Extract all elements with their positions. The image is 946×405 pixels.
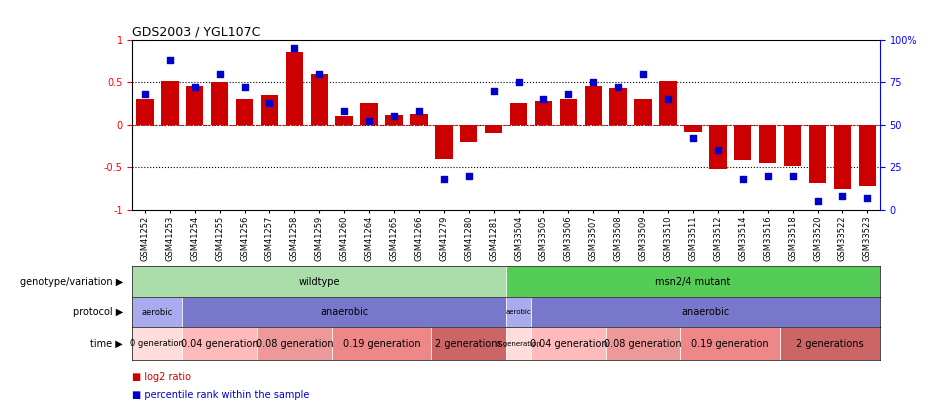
Text: 0.04 generation: 0.04 generation [530, 339, 607, 349]
Bar [336, 116, 353, 125]
Point [710, 147, 726, 153]
Bar [132, 297, 183, 327]
Bar [684, 125, 702, 132]
Text: 0 generation: 0 generation [497, 341, 541, 347]
Point [685, 135, 700, 142]
Bar [286, 52, 303, 125]
Bar [186, 87, 203, 125]
Bar [605, 327, 680, 360]
Bar [506, 266, 880, 297]
Text: aerobic: aerobic [142, 307, 173, 317]
Text: GDS2003 / YGL107C: GDS2003 / YGL107C [132, 26, 261, 38]
Bar [183, 327, 257, 360]
Text: 0.19 generation: 0.19 generation [342, 339, 420, 349]
Text: 0.04 generation: 0.04 generation [181, 339, 258, 349]
Bar [780, 327, 880, 360]
Text: time ▶: time ▶ [90, 339, 123, 349]
Point [137, 91, 152, 97]
Bar [759, 125, 777, 163]
Text: aerobic: aerobic [506, 309, 532, 315]
Bar [506, 297, 531, 327]
Text: anaerobic: anaerobic [681, 307, 729, 317]
Point [486, 87, 501, 94]
Point [785, 173, 800, 179]
Bar [680, 327, 780, 360]
Bar [859, 125, 876, 186]
Bar [485, 125, 502, 133]
Point [535, 96, 551, 102]
Point [337, 108, 352, 114]
Bar [510, 104, 527, 125]
Bar [136, 99, 153, 125]
Bar [431, 327, 506, 360]
Text: ■ percentile rank within the sample: ■ percentile rank within the sample [132, 390, 310, 400]
Point [761, 173, 776, 179]
Bar [360, 104, 377, 125]
Bar [609, 88, 627, 125]
Point [287, 45, 302, 51]
Bar [132, 327, 183, 360]
Point [735, 176, 750, 182]
Point [412, 108, 427, 114]
Point [586, 79, 601, 85]
Text: anaerobic: anaerobic [320, 307, 368, 317]
Point [611, 84, 626, 91]
Text: 2 generations: 2 generations [797, 339, 864, 349]
Bar [261, 95, 278, 125]
Bar [534, 101, 552, 125]
Point [312, 70, 327, 77]
Point [163, 57, 178, 63]
Bar [211, 82, 228, 125]
Text: 0.08 generation: 0.08 generation [255, 339, 333, 349]
Point [810, 198, 825, 205]
Text: 2 generations: 2 generations [435, 339, 502, 349]
Bar [310, 74, 328, 125]
Text: genotype/variation ▶: genotype/variation ▶ [20, 277, 123, 287]
Bar [635, 99, 652, 125]
Text: msn2/4 mutant: msn2/4 mutant [656, 277, 730, 287]
Bar [460, 125, 478, 142]
Bar [332, 327, 431, 360]
Bar [531, 297, 880, 327]
Bar [435, 125, 452, 159]
Bar [506, 327, 531, 360]
Point [212, 70, 227, 77]
Point [262, 99, 277, 106]
Bar [659, 81, 676, 125]
Point [187, 84, 202, 91]
Bar [833, 125, 851, 189]
Point [462, 173, 476, 179]
Bar [236, 99, 254, 125]
Point [660, 96, 675, 102]
Bar [411, 114, 428, 125]
Bar [710, 125, 727, 169]
Bar [257, 327, 332, 360]
Bar [161, 81, 179, 125]
Point [636, 70, 651, 77]
Text: 0 generation: 0 generation [131, 339, 184, 348]
Point [561, 91, 576, 97]
Bar [560, 99, 577, 125]
Text: 0.19 generation: 0.19 generation [692, 339, 769, 349]
Point [834, 193, 850, 199]
Point [361, 118, 377, 125]
Point [436, 176, 451, 182]
Point [860, 195, 875, 201]
Bar [132, 266, 506, 297]
Bar [734, 125, 751, 160]
Bar [531, 327, 605, 360]
Bar [784, 125, 801, 166]
Text: protocol ▶: protocol ▶ [73, 307, 123, 317]
Point [387, 113, 402, 119]
Point [511, 79, 526, 85]
Point [236, 84, 252, 91]
Text: 0.08 generation: 0.08 generation [604, 339, 682, 349]
Bar [183, 297, 506, 327]
Text: wildtype: wildtype [299, 277, 340, 287]
Bar [585, 87, 602, 125]
Bar [809, 125, 826, 183]
Bar [385, 115, 403, 125]
Text: ■ log2 ratio: ■ log2 ratio [132, 372, 191, 382]
